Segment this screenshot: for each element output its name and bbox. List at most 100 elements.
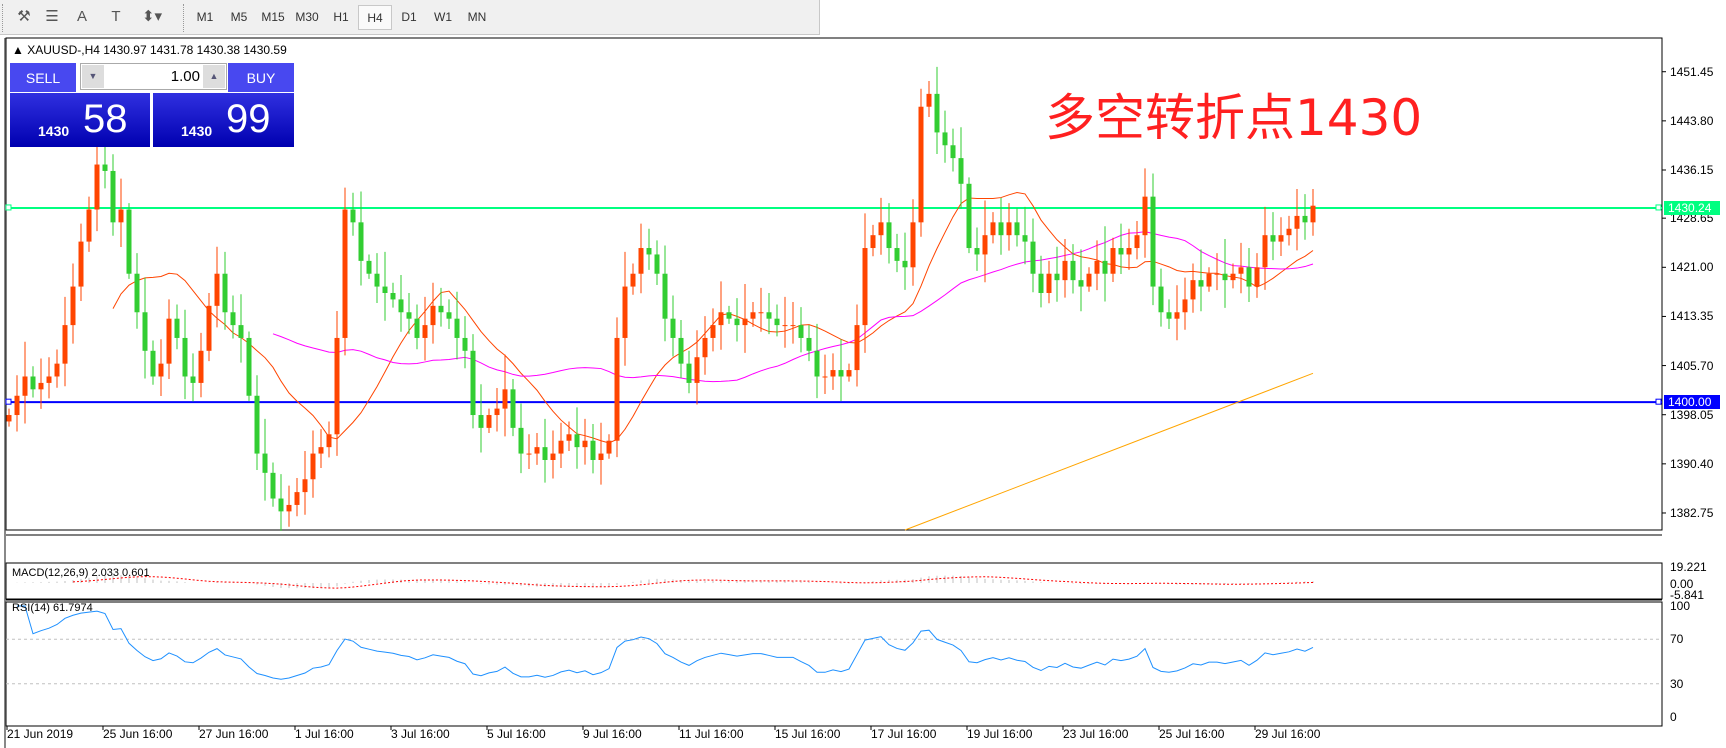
chart-window[interactable]: [4, 38, 1726, 748]
candle-body: [1134, 235, 1140, 249]
candle-body: [54, 363, 60, 377]
candle-body: [894, 248, 900, 261]
candle-body: [38, 382, 44, 390]
sell-button[interactable]: 1430 58: [10, 93, 150, 147]
timeframe-m5[interactable]: M5: [230, 10, 248, 24]
candle-body: [102, 164, 108, 171]
candle-body: [1150, 196, 1156, 287]
candle-body: [854, 325, 860, 371]
text-icon[interactable]: A: [76, 8, 87, 25]
candle-body: [814, 350, 820, 377]
candle-body: [758, 312, 764, 314]
timeframe-mn[interactable]: MN: [467, 10, 487, 24]
candle-body: [166, 318, 172, 364]
candle-body: [822, 376, 828, 378]
candle-body: [958, 158, 964, 184]
candle-body: [262, 453, 268, 473]
text-label-icon[interactable]: T: [111, 8, 121, 25]
date-label: 19 Jul 16:00: [967, 727, 1033, 741]
date-label: 17 Jul 16:00: [871, 727, 937, 741]
date-label: 25 Jun 16:00: [103, 727, 173, 741]
date-label: 9 Jul 16:00: [583, 727, 642, 741]
candle-body: [558, 440, 564, 454]
buy-button[interactable]: 1430 99: [153, 93, 294, 147]
rsi-tick-label: 70: [1670, 632, 1684, 647]
price-tick-label: 1398.05: [1670, 407, 1714, 422]
lot-field[interactable]: ▼ 1.00 ▲: [80, 63, 227, 90]
candle-body: [342, 209, 348, 338]
candle-body: [1190, 280, 1196, 300]
candle-body: [662, 273, 668, 319]
indicators-icon[interactable]: ⚒: [17, 8, 31, 25]
timeframe-h1[interactable]: H1: [333, 10, 349, 24]
fibo-lines-icon[interactable]: ☰: [45, 8, 59, 25]
candle-body: [838, 370, 844, 377]
symbol-ohlc: XAUUSD-,H4 1430.97 1431.78 1430.38 1430.…: [27, 43, 287, 57]
date-label: 29 Jul 16:00: [1255, 727, 1321, 741]
candle-body: [446, 312, 452, 319]
date-label: 11 Jul 16:00: [679, 727, 744, 741]
sell-label[interactable]: SELL: [10, 63, 76, 93]
sell-price-pips: 58: [83, 97, 128, 141]
candle-body: [870, 235, 876, 249]
sell-price-prefix: 1430: [38, 123, 70, 139]
macd-panel-border: [5, 562, 1663, 600]
line-handle: [5, 204, 12, 211]
candle-body: [1238, 267, 1244, 274]
candle-body: [494, 408, 500, 416]
candle-body: [1158, 286, 1164, 313]
price-tag-1430.24: 1430.24: [1664, 200, 1720, 215]
annotation-text[interactable]: 多空转折点1430: [1045, 89, 1423, 147]
toolbar-separator: [183, 4, 185, 32]
candle-body: [1166, 312, 1172, 319]
timeframe-m30[interactable]: M30: [295, 10, 319, 24]
date-label: 23 Jul 16:00: [1063, 727, 1129, 741]
arrows-icon[interactable]: ⬍▾: [141, 8, 163, 25]
candle-body: [430, 305, 436, 326]
ma-long-line: [904, 372, 1314, 531]
candle-body: [1014, 222, 1020, 236]
candle-body: [246, 337, 252, 396]
timeframe-m15[interactable]: M15: [261, 10, 285, 24]
candle-body: [518, 427, 524, 454]
candle-body: [1230, 273, 1236, 281]
candle-body: [134, 273, 140, 313]
buy-price-prefix: 1430: [181, 123, 213, 139]
candle-body: [46, 376, 52, 383]
lot-increase-button[interactable]: ▲: [203, 65, 225, 88]
collapse-arrow-icon[interactable]: ▲: [12, 43, 24, 57]
macd-tick-label: 0.00: [1670, 577, 1694, 591]
candle-body: [206, 305, 212, 351]
candle-body: [702, 337, 708, 358]
candle-body: [1174, 312, 1180, 319]
candle-body: [918, 106, 924, 223]
candle-body: [1214, 273, 1220, 275]
macd-tick-label: -5.841: [1670, 588, 1705, 602]
timeframe-h4[interactable]: H4: [358, 5, 392, 30]
candle-body: [326, 434, 332, 448]
timeframe-d1[interactable]: D1: [401, 10, 417, 24]
candle-body: [270, 472, 276, 499]
candle-body: [766, 312, 772, 319]
macd-tick-label: 19.221: [1670, 560, 1707, 574]
buy-label[interactable]: BUY: [228, 63, 294, 93]
price-tick-label: 1421.00: [1670, 260, 1714, 275]
candle-body: [750, 312, 756, 319]
lot-value[interactable]: 1.00: [170, 68, 200, 85]
candle-body: [718, 312, 724, 326]
candle-body: [174, 318, 180, 338]
candle-body: [1182, 299, 1188, 313]
date-label: 21 Jun 2019: [7, 727, 74, 741]
line-handle: [1655, 204, 1662, 211]
timeframe-m1[interactable]: M1: [196, 10, 214, 24]
line-handle: [5, 398, 12, 405]
candle-body: [846, 370, 852, 377]
candle-body: [1030, 241, 1036, 274]
candle-body: [278, 498, 284, 512]
candle-body: [1078, 280, 1084, 287]
date-label: 15 Jul 16:00: [775, 727, 841, 741]
lot-decrease-button[interactable]: ▼: [82, 65, 104, 88]
price-tick-label: 1413.35: [1670, 309, 1714, 324]
timeframe-w1[interactable]: W1: [434, 10, 452, 24]
